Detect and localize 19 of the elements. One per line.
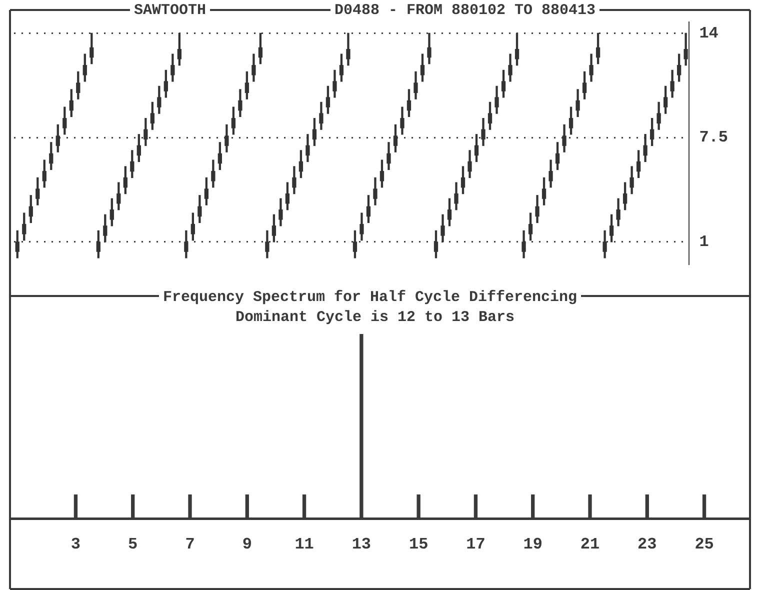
chart-title: Frequency Spectrum for Half Cycle Differencing [162,288,578,306]
x-tick-label: 19 [523,535,542,554]
x-tick-label: 25 [694,535,714,554]
chart-title: SAWTOOTH [134,2,206,19]
chart-subtitle: Dominant Cycle is 12 to 13 Bars [235,308,515,326]
chart-subtitle: D0488 - FROM 880102 TO 880413 [334,2,596,19]
x-tick-label: 23 [638,535,657,554]
x-tick-label: 17 [466,535,486,554]
x-tick-label: 7 [185,535,195,554]
x-tick-label: 15 [408,535,428,554]
y-tick-label: 1 [699,232,709,251]
y-tick-label: 7.5 [699,128,728,147]
y-tick-label: 14 [699,24,719,42]
x-tick-label: 5 [128,535,138,554]
x-tick-label: 21 [580,535,600,554]
x-tick-label: 11 [294,535,314,554]
x-tick-label: 9 [242,535,252,554]
x-tick-label: 13 [352,535,372,554]
x-tick-label: 3 [70,535,81,554]
